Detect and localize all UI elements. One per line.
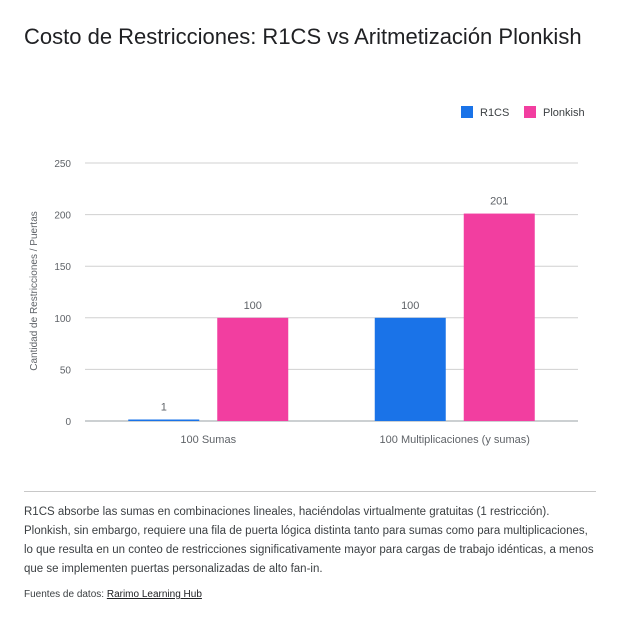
- divider: [24, 491, 596, 492]
- bars: 1 100 100 201: [128, 196, 535, 421]
- bar-plonkish-2: [463, 213, 535, 421]
- legend: R1CS Plonkish: [461, 106, 585, 119]
- y-tick-label: 200: [54, 211, 71, 222]
- y-tick-label: 0: [65, 417, 71, 428]
- bar-chart: 0 50 100 150 200 250 Cantidad de Restriccione…: [29, 106, 585, 446]
- x-axis-ticks: 100 Sumas 100 Multiplicaciones (y sumas): [180, 434, 530, 446]
- data-label: 1: [161, 402, 167, 414]
- y-axis-label: Cantidad de Restricciones / Puertas: [29, 211, 40, 371]
- legend-label-r1cs: R1CS: [480, 107, 509, 119]
- source-link[interactable]: Rarimo Learning Hub: [106, 589, 202, 600]
- bar-r1cs-2: [374, 317, 446, 421]
- chart-title: Costo de Restricciones: R1CS vs Aritmeti…: [24, 24, 582, 49]
- y-axis-ticks: 0 50 100 150 200 250: [54, 159, 71, 428]
- y-tick-label: 250: [54, 159, 71, 170]
- data-label: 201: [490, 196, 508, 208]
- legend-label-plonkish: Plonkish: [543, 107, 585, 119]
- y-tick-label: 150: [54, 262, 71, 273]
- x-tick-label: 100 Sumas: [180, 434, 236, 446]
- data-label: 100: [244, 300, 262, 312]
- bar-plonkish-1: [217, 317, 289, 421]
- x-tick-label: 100 Multiplicaciones (y sumas): [380, 434, 530, 446]
- legend-swatch-r1cs: [461, 106, 473, 118]
- source-label: Fuentes de datos:: [24, 589, 105, 600]
- y-tick-label: 50: [60, 365, 72, 376]
- data-source: Fuentes de datos: Rarimo Learning Hub: [24, 589, 202, 600]
- data-label: 100: [401, 300, 419, 312]
- legend-swatch-plonkish: [524, 106, 536, 118]
- chart-description: R1CS absorbe las sumas en combinaciones …: [24, 506, 594, 575]
- bar-r1cs-1: [128, 419, 200, 421]
- y-tick-label: 100: [54, 314, 71, 325]
